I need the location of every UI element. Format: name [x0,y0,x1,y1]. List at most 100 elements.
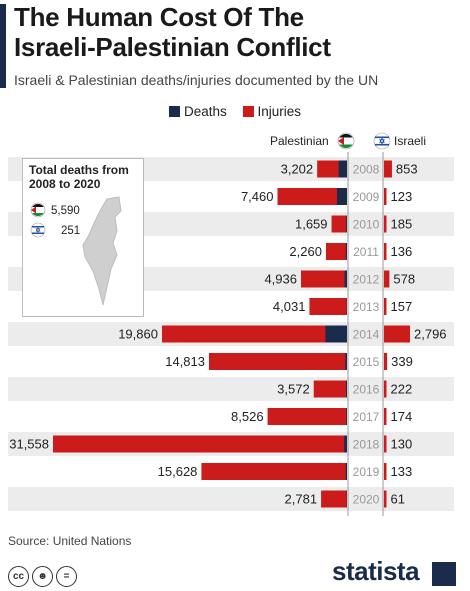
year-tick-label: 2014 [353,328,380,342]
legend-deaths-label: Deaths [183,104,227,119]
inset-title-line-2: 2008 to 2020 [29,177,101,191]
total-deaths-inset: Total deaths from 2008 to 2020 5,590 251 [22,158,144,317]
year-tick-label: 2008 [353,163,380,177]
palestinian-header-label: Palestinian [270,134,329,148]
nd-icon[interactable]: = [56,566,77,587]
palestinian-bar [321,490,347,508]
palestinian-deaths-segment [344,270,347,288]
palestinian-value-label: 4,936 [264,272,297,287]
legend-deaths-swatch [168,106,180,117]
legend-deaths: Deaths [168,104,227,119]
inset-svg [30,196,122,306]
year-tick-label: 2011 [353,245,379,259]
palestinian-value-label: 2,260 [289,244,322,259]
israeli-value-label: 222 [391,382,413,397]
israeli-value-label: 157 [391,299,413,314]
inset-title: Total deaths from 2008 to 2020 [29,163,129,191]
israeli-bar [384,243,387,260]
israeli-bar [384,298,387,315]
israeli-bar [384,380,387,398]
palestinian-bar [313,380,347,398]
palestinian-deaths-segment [346,215,347,233]
palestinian-deaths-segment [344,435,347,453]
year-tick-label: 2015 [353,355,380,369]
year-tick-label: 2009 [353,190,380,204]
palestinian-value-label: 4,031 [273,299,306,314]
legend-injuries-label: Injuries [257,104,302,119]
title-accent-bar [0,4,6,88]
israeli-value-label: 174 [391,409,413,424]
israeli-bar [384,490,387,508]
legend-injuries: Injuries [242,104,302,119]
legend-injuries-swatch [242,106,254,117]
israeli-value-label: 185 [391,217,413,232]
inset-palestinian-flag-icon [30,202,46,218]
israeli-value-label: 2,796 [414,327,447,342]
legend: Deaths Injuries [0,104,470,119]
israeli-bar [384,215,387,233]
israel-palestine-map-shape [82,196,122,306]
israeli-header-label: Israeli [394,134,427,148]
palestinian-deaths-segment [325,325,347,343]
israeli-bar [384,435,387,453]
palestinian-bar [53,435,347,453]
palestinian-deaths-segment [346,408,347,425]
palestinian-value-label: 3,572 [277,382,310,397]
israeli-bar [384,325,410,343]
israeli-value-label: 61 [391,492,405,507]
palestinian-value-label: 1,659 [295,217,328,232]
year-tick-label: 2012 [353,273,380,287]
palestinian-deaths-segment [338,160,347,178]
year-tick-label: 2010 [353,218,380,232]
palestinian-deaths-segment [345,380,347,398]
year-tick-label: 2017 [353,410,380,424]
israeli-bar [384,160,392,178]
year-tick-label: 2013 [353,300,380,314]
israeli-bar [384,188,387,205]
palestinian-bar [309,298,347,315]
year-tick-label: 2016 [353,383,380,397]
palestinian-deaths-segment [337,188,347,205]
row-band [8,377,454,401]
palestinian-bar [301,270,347,288]
license-icons: cc ☻ = [8,566,77,587]
israeli-bar [384,408,387,425]
statista-logo[interactable]: statista [332,556,420,586]
statista-logo-icon [432,562,456,586]
palestinian-value-label: 15,628 [158,464,198,479]
israeli-value-label: 123 [391,189,413,204]
palestinian-value-label: 19,860 [118,327,158,342]
palestinian-value-label: 7,460 [241,189,274,204]
israeli-flag-icon [373,132,391,150]
israeli-bar [384,463,387,480]
palestinian-bar [208,353,347,370]
year-tick-label: 2019 [353,465,380,479]
palestinian-value-label: 8,526 [231,409,264,424]
cc-icon[interactable]: cc [8,566,29,587]
inset-title-line-1: Total deaths from [29,163,129,177]
israeli-value-label: 578 [393,272,415,287]
title-line-2: Israeli-Palestinian Conflict [14,32,331,62]
palestinian-bar [277,188,347,205]
israeli-bar [384,353,388,370]
chart-subtitle: Israeli & Palestinian deaths/injuries do… [14,72,379,88]
palestinian-deaths-segment [345,463,347,480]
inset-israeli-total: 251 [61,225,81,237]
palestinian-bar [331,215,347,233]
inset-israeli-flag-icon [30,222,46,238]
palestinian-bar [201,463,347,480]
israeli-value-label: 136 [391,244,413,259]
palestinian-value-label: 31,558 [9,437,49,452]
israeli-value-label: 339 [391,354,413,369]
by-icon[interactable]: ☻ [32,566,53,587]
israeli-value-label: 130 [391,437,413,452]
palestinian-deaths-segment [345,353,347,370]
palestinian-value-label: 14,813 [165,354,205,369]
row-band [8,487,454,511]
palestinian-bar [161,325,347,343]
israeli-bar [384,270,390,288]
palestinian-bar [325,243,347,260]
palestinian-deaths-segment [345,243,347,260]
palestinian-bar [267,408,347,425]
title-line-1: The Human Cost Of The [14,2,304,32]
